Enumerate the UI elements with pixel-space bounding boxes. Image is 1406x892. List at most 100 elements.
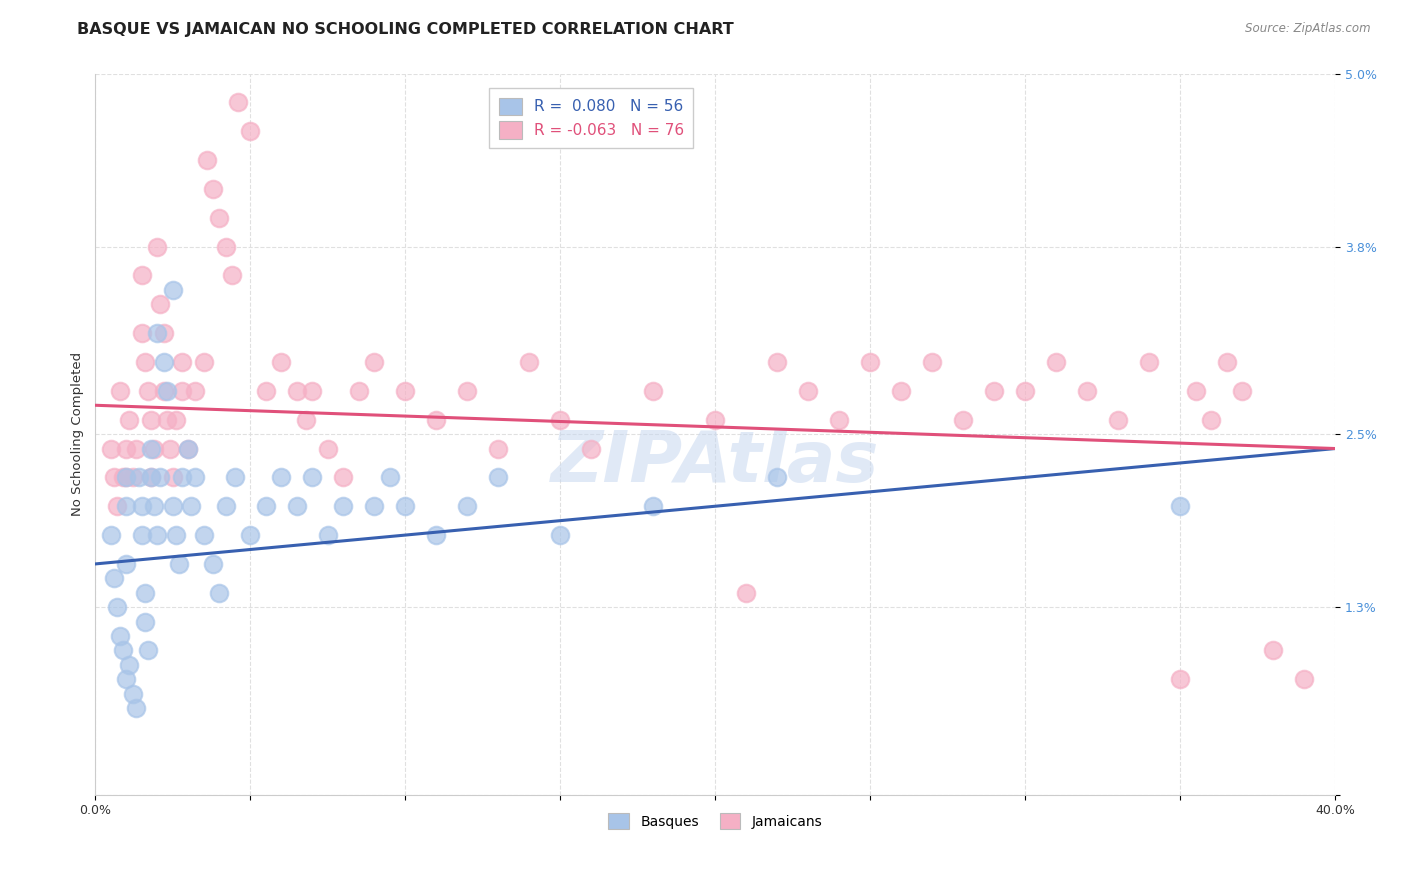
- Point: [1199, 413, 1222, 427]
- Point: [214, 239, 236, 253]
- Point: [363, 500, 385, 514]
- Point: [285, 500, 308, 514]
- Point: [766, 470, 789, 484]
- Point: [121, 687, 143, 701]
- Point: [581, 442, 603, 456]
- Point: [1184, 384, 1206, 398]
- Point: [103, 470, 125, 484]
- Point: [152, 326, 174, 340]
- Point: [162, 470, 184, 484]
- Point: [202, 182, 225, 196]
- Point: [112, 643, 135, 657]
- Point: [143, 442, 166, 456]
- Point: [316, 442, 339, 456]
- Point: [1232, 384, 1254, 398]
- Point: [115, 500, 138, 514]
- Point: [221, 268, 243, 283]
- Point: [180, 500, 202, 514]
- Point: [136, 384, 159, 398]
- Text: BASQUE VS JAMAICAN NO SCHOOLING COMPLETED CORRELATION CHART: BASQUE VS JAMAICAN NO SCHOOLING COMPLETE…: [77, 22, 734, 37]
- Point: [152, 355, 174, 369]
- Point: [136, 643, 159, 657]
- Point: [131, 268, 153, 283]
- Point: [301, 384, 323, 398]
- Point: [332, 470, 354, 484]
- Point: [486, 442, 509, 456]
- Point: [1263, 643, 1285, 657]
- Point: [1107, 413, 1129, 427]
- Point: [208, 586, 231, 600]
- Point: [202, 557, 225, 571]
- Point: [394, 500, 416, 514]
- Point: [332, 500, 354, 514]
- Point: [797, 384, 820, 398]
- Point: [172, 470, 194, 484]
- Point: [193, 528, 215, 542]
- Point: [643, 384, 665, 398]
- Point: [124, 701, 146, 715]
- Point: [108, 629, 131, 643]
- Point: [921, 355, 943, 369]
- Text: ZIPAtlas: ZIPAtlas: [551, 428, 880, 498]
- Point: [295, 413, 318, 427]
- Point: [134, 355, 156, 369]
- Point: [517, 355, 540, 369]
- Point: [115, 442, 138, 456]
- Point: [115, 470, 138, 484]
- Point: [112, 470, 135, 484]
- Point: [103, 571, 125, 585]
- Point: [105, 500, 128, 514]
- Point: [254, 500, 277, 514]
- Point: [1168, 500, 1191, 514]
- Point: [141, 470, 163, 484]
- Point: [165, 528, 187, 542]
- Point: [177, 442, 200, 456]
- Point: [159, 442, 181, 456]
- Point: [146, 326, 169, 340]
- Point: [425, 528, 447, 542]
- Point: [952, 413, 974, 427]
- Point: [208, 211, 231, 225]
- Point: [486, 470, 509, 484]
- Point: [149, 297, 172, 311]
- Point: [550, 413, 572, 427]
- Point: [285, 384, 308, 398]
- Point: [183, 470, 205, 484]
- Point: [890, 384, 912, 398]
- Point: [141, 413, 163, 427]
- Point: [270, 470, 292, 484]
- Point: [100, 442, 122, 456]
- Point: [152, 384, 174, 398]
- Point: [162, 500, 184, 514]
- Text: Source: ZipAtlas.com: Source: ZipAtlas.com: [1246, 22, 1371, 36]
- Point: [195, 153, 218, 167]
- Point: [115, 470, 138, 484]
- Point: [1168, 673, 1191, 687]
- Point: [172, 384, 194, 398]
- Point: [550, 528, 572, 542]
- Point: [301, 470, 323, 484]
- Point: [165, 413, 187, 427]
- Point: [378, 470, 401, 484]
- Point: [394, 384, 416, 398]
- Point: [100, 528, 122, 542]
- Point: [316, 528, 339, 542]
- Point: [1045, 355, 1067, 369]
- Point: [143, 500, 166, 514]
- Point: [425, 413, 447, 427]
- Point: [146, 528, 169, 542]
- Point: [134, 615, 156, 629]
- Point: [254, 384, 277, 398]
- Point: [167, 557, 190, 571]
- Point: [1294, 673, 1316, 687]
- Point: [108, 384, 131, 398]
- Point: [735, 586, 758, 600]
- Point: [239, 124, 262, 138]
- Point: [146, 239, 169, 253]
- Point: [105, 600, 128, 615]
- Point: [456, 384, 478, 398]
- Point: [162, 283, 184, 297]
- Legend: Basques, Jamaicans: Basques, Jamaicans: [603, 807, 828, 835]
- Point: [134, 586, 156, 600]
- Point: [156, 384, 179, 398]
